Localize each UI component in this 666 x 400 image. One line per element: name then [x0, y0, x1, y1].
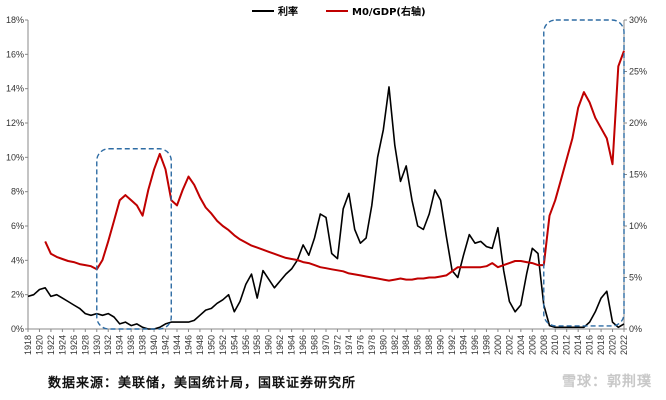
series-lines	[27, 50, 625, 330]
x-tick-label: 2018	[596, 335, 606, 355]
x-tick-label: 1956	[241, 335, 251, 355]
left-tick-label: 4%	[11, 255, 24, 265]
left-tick-label: 18%	[6, 15, 24, 25]
x-tick-label: 1996	[470, 335, 480, 355]
x-tick-label: 1948	[195, 335, 205, 355]
x-tick-label: 1962	[275, 335, 285, 355]
x-tick-label: 1970	[321, 335, 331, 355]
x-tick-label: 1922	[46, 335, 56, 355]
x-tick-label: 1988	[424, 335, 434, 355]
x-tick-label: 1968	[310, 335, 320, 355]
right-tick-label: 25%	[629, 67, 647, 77]
x-tick-label: 1976	[355, 335, 365, 355]
x-tick-label: 1952	[218, 335, 228, 355]
x-tick-label: 1990	[436, 335, 446, 355]
highlight-box-1	[96, 148, 172, 330]
x-tick-label: 1924	[57, 335, 67, 355]
right-tick-label: 15%	[629, 170, 647, 180]
x-tick-label: 1918	[23, 335, 33, 355]
watermark: 雪球：郭荆璞	[562, 374, 652, 390]
left-tick-label: 12%	[6, 118, 24, 128]
legend: 利率 M0/GDP(右轴)	[252, 5, 426, 18]
x-axis-ticks: 1918 1920 1922 1924 1926 1928 1930 1932 1934 1936…	[23, 329, 629, 355]
x-tick-label: 1960	[264, 335, 274, 355]
x-tick-label: 1930	[92, 335, 102, 355]
x-tick-label: 1950	[206, 335, 216, 355]
highlight-box-2	[543, 19, 625, 327]
x-tick-label: 2010	[550, 335, 560, 355]
x-tick-label: 1998	[481, 335, 491, 355]
x-tick-label: 1982	[390, 335, 400, 355]
x-tick-label: 1934	[115, 335, 125, 355]
right-tick-label: 10%	[629, 221, 647, 231]
left-tick-label: 8%	[11, 187, 24, 197]
x-tick-label: 1978	[367, 335, 377, 355]
right-tick-label: 30%	[629, 15, 647, 25]
x-tick-label: 1994	[459, 335, 469, 355]
x-tick-label: 1986	[413, 335, 423, 355]
x-tick-label: 1984	[401, 335, 411, 355]
left-tick-label: 10%	[6, 152, 24, 162]
x-tick-label: 2022	[619, 335, 629, 355]
x-tick-label: 2014	[573, 335, 583, 355]
x-tick-label: 1926	[69, 335, 79, 355]
x-tick-label: 1920	[34, 335, 44, 355]
right-tick-label: 5%	[629, 273, 642, 283]
x-tick-label: 2004	[516, 335, 526, 355]
x-tick-label: 1954	[229, 335, 239, 355]
right-axis-ticks: 0% 5% 10% 15% 20% 25% 30%	[624, 15, 647, 334]
right-tick-label: 20%	[629, 118, 647, 128]
source-note: 数据来源：美联储，美国统计局，国联证券研究所	[48, 376, 357, 391]
x-tick-label: 1928	[80, 335, 90, 355]
x-tick-label: 1938	[138, 335, 148, 355]
legend-label-m0-gdp: M0/GDP(右轴)	[352, 5, 426, 18]
x-tick-label: 1980	[378, 335, 388, 355]
x-tick-label: 1966	[298, 335, 308, 355]
x-tick-label: 2006	[527, 335, 537, 355]
x-tick-label: 1974	[344, 335, 354, 355]
x-tick-label: 1972	[332, 335, 342, 355]
m0-gdp-line	[44, 50, 625, 282]
interest-rate-line	[27, 86, 625, 330]
x-tick-label: 1964	[287, 335, 297, 355]
x-tick-label: 2008	[539, 335, 549, 355]
x-tick-label: 1940	[149, 335, 159, 355]
left-tick-label: 6%	[11, 221, 24, 231]
left-tick-label: 16%	[6, 49, 24, 59]
x-tick-label: 2016	[585, 335, 595, 355]
left-tick-label: 14%	[6, 84, 24, 94]
x-tick-label: 1992	[447, 335, 457, 355]
left-tick-label: 2%	[11, 290, 24, 300]
annotation-boxes	[96, 19, 625, 330]
x-tick-label: 1942	[161, 335, 171, 355]
right-tick-label: 0%	[629, 324, 642, 334]
x-tick-label: 2020	[608, 335, 618, 355]
x-tick-label: 2002	[504, 335, 514, 355]
x-tick-label: 2000	[493, 335, 503, 355]
x-tick-label: 1946	[183, 335, 193, 355]
plot-frame	[27, 20, 625, 330]
x-tick-label: 2012	[562, 335, 572, 355]
x-tick-label: 1932	[103, 335, 113, 355]
x-tick-label: 1936	[126, 335, 136, 355]
left-tick-label: 0%	[11, 324, 24, 334]
x-tick-label: 1958	[252, 335, 262, 355]
x-tick-label: 1944	[172, 335, 182, 355]
legend-label-interest-rate: 利率	[278, 5, 298, 18]
left-axis-ticks: 0% 2% 4% 6% 8% 10% 12% 14% 16% 18%	[6, 15, 28, 334]
